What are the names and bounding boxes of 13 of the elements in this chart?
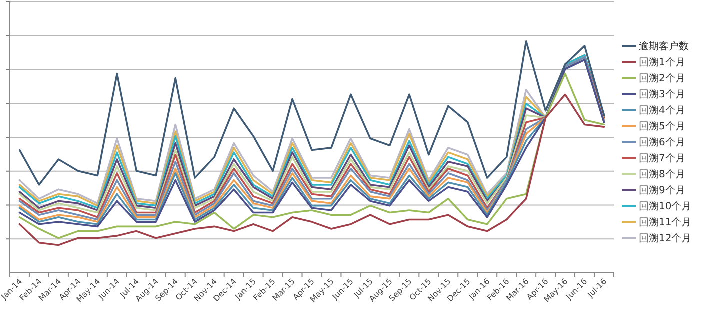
legend-label: 回溯11个月: [639, 216, 692, 228]
legend-label: 回溯12个月: [639, 232, 692, 244]
legend-label: 回溯7个月: [639, 152, 686, 164]
legend-label: 回溯3个月: [639, 88, 686, 100]
legend-label: 回溯5个月: [639, 120, 686, 132]
legend-label: 回溯2个月: [639, 72, 686, 84]
legend-label: 回溯1个月: [639, 56, 686, 68]
legend-label: 回溯9个月: [639, 184, 686, 196]
legend-label: 回溯10个月: [639, 200, 692, 212]
legend-label: 回溯4个月: [639, 104, 686, 116]
legend-label: 回溯6个月: [639, 136, 686, 148]
legend-label: 逾期客户数: [639, 40, 689, 52]
legend-label: 回溯8个月: [639, 168, 686, 180]
